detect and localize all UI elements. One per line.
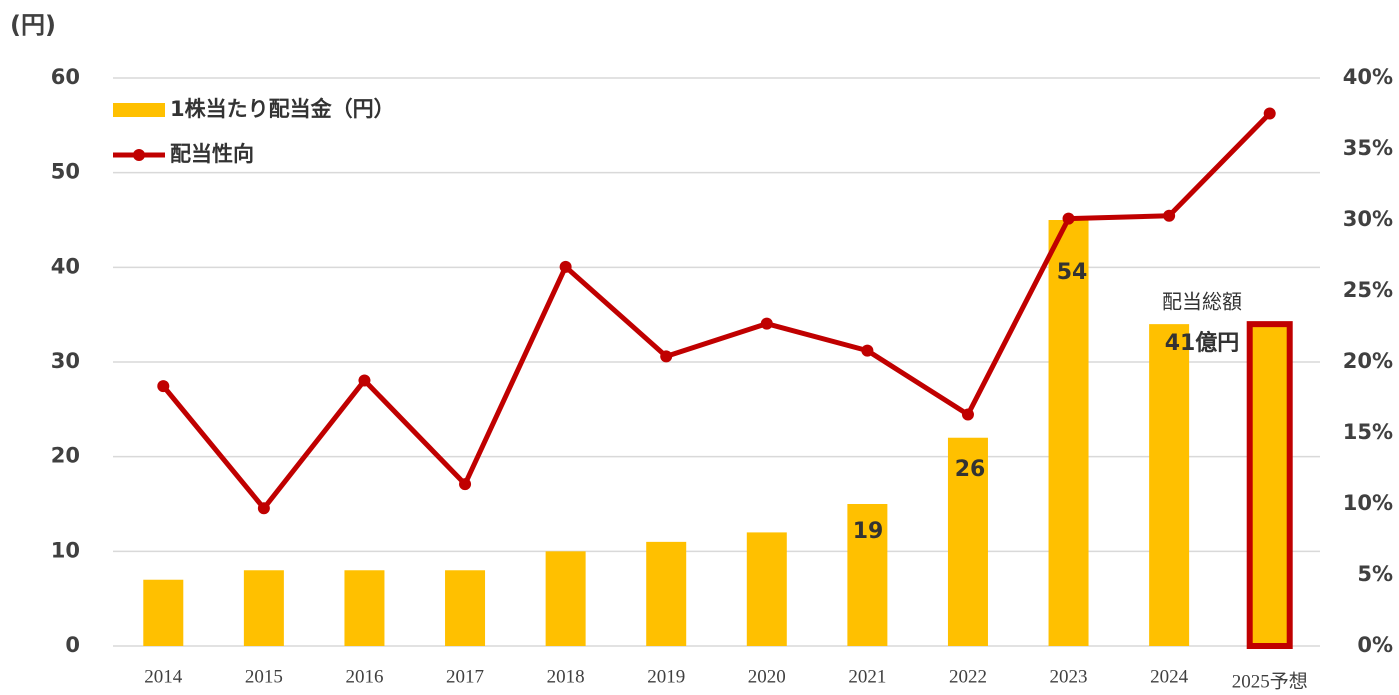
y-tick-label: 20	[51, 444, 80, 468]
y-tick-label: 0	[65, 633, 80, 657]
y-axis-label: (円)	[10, 11, 56, 39]
line	[161, 111, 1272, 511]
bar	[847, 504, 888, 646]
y-tick-label: 60	[51, 65, 80, 89]
annotation: 54	[1057, 260, 1088, 285]
bar	[1048, 220, 1089, 646]
line-marker	[1163, 209, 1176, 222]
line-marker	[961, 408, 974, 421]
bar	[947, 437, 988, 646]
line-marker	[660, 350, 673, 363]
y2-tick-label: 0%	[1357, 633, 1393, 657]
y2-tick-label: 40%	[1343, 65, 1393, 89]
y-tick-label: 50	[51, 160, 80, 184]
x-tick-label: 2017	[446, 666, 484, 687]
x-tick-label: 2014	[144, 666, 183, 687]
line-marker	[157, 380, 170, 393]
x-tick-label: 2018	[547, 666, 585, 687]
y2-tick-label: 15%	[1343, 420, 1393, 444]
x-tick-label: 2015	[245, 666, 283, 687]
line-marker	[257, 502, 270, 515]
y2-tick-label: 5%	[1357, 562, 1393, 586]
bar	[344, 570, 385, 646]
line-marker	[559, 260, 572, 273]
annotation: 41億円	[1165, 330, 1240, 356]
legend-label: 1株当たり配当金（円）	[170, 97, 395, 121]
bar	[143, 579, 184, 646]
bar	[746, 532, 787, 646]
y-tick-label: 30	[51, 349, 80, 373]
bar	[646, 541, 687, 646]
bar	[445, 570, 486, 646]
y-tick-label: 10	[51, 538, 80, 562]
legend-swatch	[133, 149, 145, 161]
legend-swatch	[113, 103, 165, 117]
bar	[1246, 321, 1293, 649]
bar	[545, 551, 586, 646]
legend-label: 配当性向	[170, 142, 254, 166]
x-tick-label: 2025予想	[1232, 670, 1308, 692]
line-marker	[1263, 107, 1276, 120]
y2-tick-label: 20%	[1343, 349, 1393, 373]
x-tick-label: 2019	[647, 666, 685, 687]
x-tick-label: 2023	[1050, 666, 1088, 687]
line-marker	[861, 344, 874, 357]
annotation: 配当総額	[1162, 290, 1242, 314]
line-marker	[760, 317, 773, 330]
line-marker	[358, 374, 371, 387]
x-tick-label: 2022	[949, 666, 987, 687]
line-marker	[1062, 212, 1075, 225]
x-tick-label: 2020	[748, 666, 786, 687]
x-tick-label: 2021	[848, 666, 886, 687]
bar	[1149, 324, 1190, 646]
x-tick-label: 2024	[1150, 666, 1189, 687]
bar	[243, 570, 284, 646]
y2-tick-label: 10%	[1343, 491, 1393, 515]
line-marker	[459, 478, 472, 491]
y2-tick-label: 35%	[1343, 136, 1393, 160]
annotation: 26	[955, 457, 986, 482]
y-tick-label: 40	[51, 254, 80, 278]
y2-tick-label: 25%	[1343, 278, 1393, 302]
x-tick-label: 2016	[345, 666, 383, 687]
y2-tick-label: 30%	[1343, 207, 1393, 231]
annotation: 19	[853, 519, 884, 544]
